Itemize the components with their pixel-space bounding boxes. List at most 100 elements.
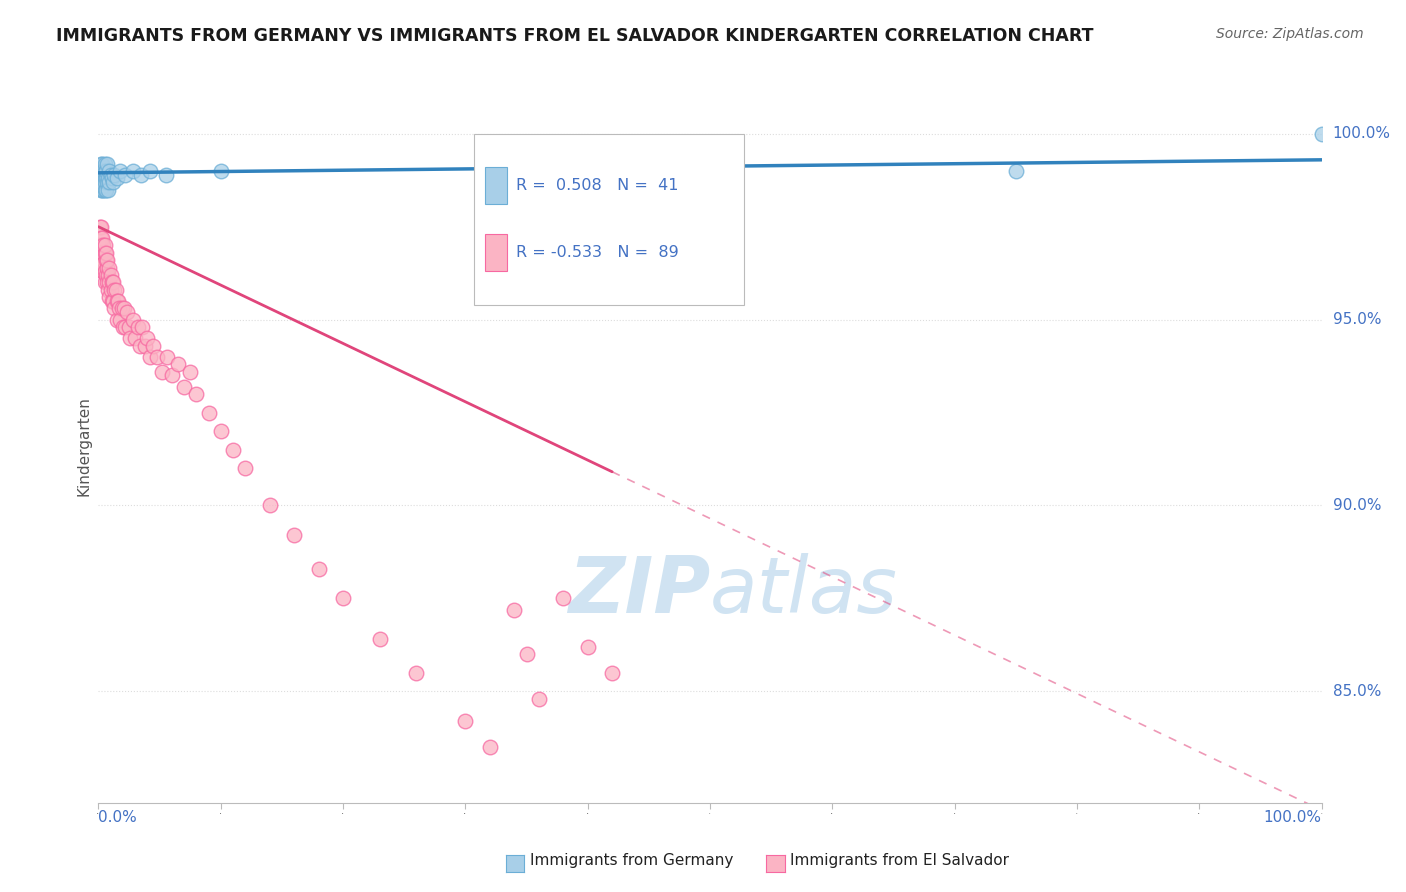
Point xyxy=(93,156,115,170)
Point xyxy=(96,276,118,290)
Point xyxy=(103,168,125,182)
Text: R =  0.508   N =  41: R = 0.508 N = 41 xyxy=(516,178,678,194)
Point xyxy=(94,253,117,268)
Point xyxy=(96,253,118,268)
Point xyxy=(121,164,143,178)
Text: Immigrants from Germany: Immigrants from Germany xyxy=(530,854,734,868)
Point xyxy=(114,168,136,182)
Point xyxy=(121,312,143,326)
Point xyxy=(136,331,159,345)
Text: 100.0%: 100.0% xyxy=(1264,810,1322,825)
Point xyxy=(97,268,120,282)
Point xyxy=(91,264,114,278)
Point xyxy=(91,257,114,271)
Point xyxy=(179,365,201,379)
Point xyxy=(90,238,112,252)
Point xyxy=(114,320,136,334)
Point xyxy=(405,665,427,680)
Point xyxy=(110,164,132,178)
Point xyxy=(94,164,117,178)
Point xyxy=(91,231,114,245)
Point xyxy=(98,276,121,290)
Point xyxy=(105,312,128,326)
Point xyxy=(332,591,354,606)
Point xyxy=(118,320,141,334)
Point xyxy=(156,350,179,364)
Point xyxy=(110,312,132,326)
Point xyxy=(259,499,281,513)
Point xyxy=(93,238,115,252)
Point xyxy=(100,268,122,282)
Point xyxy=(91,164,114,178)
Text: 100.0%: 100.0% xyxy=(1333,127,1391,141)
Point xyxy=(197,406,219,420)
Point xyxy=(233,461,256,475)
Point xyxy=(101,276,124,290)
Point xyxy=(105,294,128,309)
Point xyxy=(454,714,477,728)
Point xyxy=(91,164,114,178)
Point xyxy=(89,164,111,178)
Point xyxy=(478,740,501,755)
Point xyxy=(93,175,115,189)
Point xyxy=(155,168,177,182)
Point xyxy=(97,283,120,297)
Point xyxy=(94,268,117,282)
Point xyxy=(100,283,122,297)
Point xyxy=(89,238,111,252)
Point xyxy=(87,238,110,252)
Point xyxy=(90,183,112,197)
Point xyxy=(91,238,114,252)
Point xyxy=(576,640,599,654)
Point xyxy=(1004,164,1026,178)
Point xyxy=(368,632,391,647)
Point xyxy=(90,257,112,271)
Point xyxy=(96,175,118,189)
Point xyxy=(91,183,114,197)
Point xyxy=(98,260,121,275)
Point xyxy=(209,164,232,178)
Point xyxy=(129,168,152,182)
Point xyxy=(111,301,134,316)
Text: Immigrants from El Salvador: Immigrants from El Salvador xyxy=(790,854,1010,868)
Point xyxy=(222,442,245,457)
Point xyxy=(115,305,138,319)
Point xyxy=(98,290,121,304)
Point xyxy=(101,276,124,290)
Point xyxy=(160,368,183,383)
Text: 85.0%: 85.0% xyxy=(1333,684,1381,698)
Point xyxy=(108,301,131,316)
Bar xyxy=(485,168,508,204)
Point xyxy=(97,171,120,186)
Text: Source: ZipAtlas.com: Source: ZipAtlas.com xyxy=(1216,27,1364,41)
Point xyxy=(93,171,115,186)
Point xyxy=(101,294,124,309)
Point xyxy=(104,283,127,297)
Point xyxy=(89,219,111,234)
Point xyxy=(91,171,114,186)
Point xyxy=(142,339,165,353)
Point xyxy=(94,171,117,186)
Point xyxy=(103,301,125,316)
Point xyxy=(93,245,115,260)
Point xyxy=(101,294,124,309)
Point xyxy=(90,171,112,186)
Point xyxy=(103,283,125,297)
Point xyxy=(139,350,162,364)
Point xyxy=(120,331,142,345)
Point xyxy=(209,424,232,438)
Point xyxy=(283,528,305,542)
Point xyxy=(503,602,526,616)
Point xyxy=(105,171,128,186)
Point xyxy=(93,164,115,178)
Point xyxy=(91,245,114,260)
Point xyxy=(96,260,118,275)
Text: 95.0%: 95.0% xyxy=(1333,312,1381,327)
Point xyxy=(101,171,124,186)
Point xyxy=(91,238,114,252)
Point xyxy=(91,183,114,197)
Point xyxy=(112,301,135,316)
Point xyxy=(150,365,173,379)
Point xyxy=(1310,127,1333,141)
Point xyxy=(127,320,149,334)
